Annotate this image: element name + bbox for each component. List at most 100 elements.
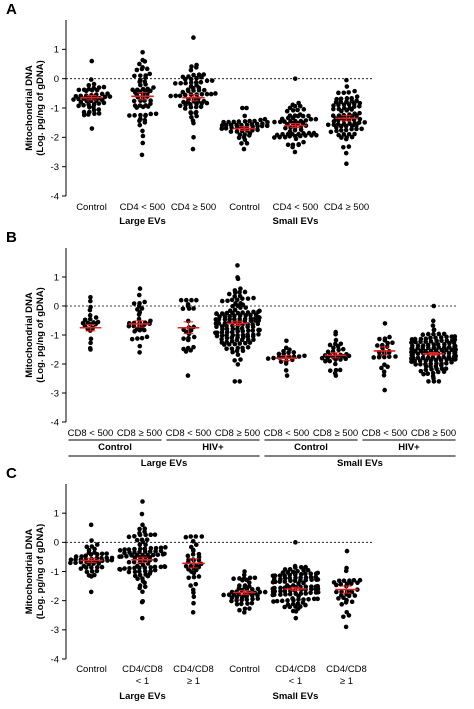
subgroup-label: Control <box>98 442 132 453</box>
data-point <box>199 91 205 97</box>
data-point <box>336 578 342 584</box>
data-point <box>255 127 260 133</box>
x-category-label: CD4 < 500 <box>120 202 166 213</box>
data-point <box>224 339 230 345</box>
data-point <box>246 584 252 589</box>
data-point <box>88 295 93 300</box>
panel-c: C Mitochondrial DNA (Log. pg/ng of gDNA) -4… <box>6 465 372 702</box>
x-category-label: CD4/CD8 <box>173 664 214 675</box>
x-category-label: Control <box>76 664 107 675</box>
data-point <box>126 547 132 552</box>
data-point <box>431 331 436 337</box>
data-point <box>228 122 234 128</box>
data-point <box>444 338 450 343</box>
data-point <box>127 565 132 571</box>
data-point <box>137 122 143 128</box>
data-point <box>228 129 234 134</box>
data-point <box>144 537 150 543</box>
data-point <box>284 108 290 114</box>
data-point <box>189 297 194 303</box>
x-category-label-line-2: < 1 <box>136 676 149 687</box>
data-point <box>238 357 243 362</box>
data-point <box>354 98 359 104</box>
data-point <box>356 120 362 125</box>
data-point <box>91 85 97 91</box>
data-point <box>241 572 247 578</box>
data-point <box>362 120 368 125</box>
data-point <box>140 562 146 568</box>
data-point <box>188 544 194 550</box>
data-point <box>134 67 140 73</box>
data-point <box>101 84 107 90</box>
y-tick-label: -2 <box>51 133 59 144</box>
data-point <box>237 316 242 322</box>
data-point <box>271 355 276 361</box>
data-point <box>105 91 110 96</box>
data-point <box>79 554 84 559</box>
data-point <box>244 122 250 128</box>
data-point <box>452 334 458 339</box>
data-point <box>271 599 276 604</box>
data-point <box>135 563 140 569</box>
data-point <box>374 343 380 348</box>
data-point <box>199 534 205 539</box>
data-point <box>227 308 233 314</box>
data-point <box>393 354 398 359</box>
data-point <box>347 578 352 583</box>
data-point <box>232 288 238 293</box>
data-point <box>83 553 89 558</box>
data-point <box>236 119 242 124</box>
y-tick-label: -2 <box>51 359 59 370</box>
data-point <box>131 98 137 104</box>
data-point <box>139 511 145 517</box>
data-point <box>290 596 295 601</box>
data-point <box>430 323 436 328</box>
data-point <box>142 546 148 552</box>
data-point <box>82 317 88 323</box>
data-point <box>184 297 189 303</box>
data-point <box>241 146 247 152</box>
data-point <box>387 334 392 340</box>
data-point <box>334 96 339 102</box>
data-point <box>87 316 93 322</box>
data-point <box>137 343 143 349</box>
data-point <box>234 129 240 134</box>
data-point <box>152 532 158 537</box>
data-point <box>290 601 296 607</box>
data-point <box>168 93 174 99</box>
y-tick-label: -3 <box>51 625 59 636</box>
data-point <box>237 607 242 613</box>
x-category-label-line-2: < 1 <box>289 676 302 687</box>
y-tick-label: -2 <box>51 596 59 607</box>
data-point <box>331 345 336 351</box>
data-point <box>226 592 232 597</box>
data-point <box>430 318 436 324</box>
data-point <box>189 114 194 120</box>
data-point <box>152 564 158 570</box>
data-point <box>425 342 431 348</box>
data-point <box>347 121 352 126</box>
data-point <box>92 550 97 555</box>
data-point <box>337 367 343 373</box>
data-point <box>142 79 148 85</box>
data-point <box>279 598 285 604</box>
x-category-label: CD4/CD8 <box>326 664 367 675</box>
data-point <box>330 113 336 118</box>
data-point <box>296 597 301 602</box>
data-point <box>234 297 240 303</box>
data-point <box>78 566 84 571</box>
data-point <box>88 589 94 595</box>
data-point <box>335 121 341 127</box>
data-point <box>359 126 364 132</box>
data-point <box>256 332 261 337</box>
y-tick-label: 0 <box>54 74 59 85</box>
data-point <box>245 328 251 333</box>
data-point <box>292 149 298 155</box>
data-point <box>233 301 238 306</box>
data-point <box>132 113 137 118</box>
data-point <box>436 331 442 337</box>
data-point <box>328 129 334 135</box>
data-point <box>349 599 355 605</box>
data-point <box>194 75 199 81</box>
data-point <box>245 344 251 350</box>
